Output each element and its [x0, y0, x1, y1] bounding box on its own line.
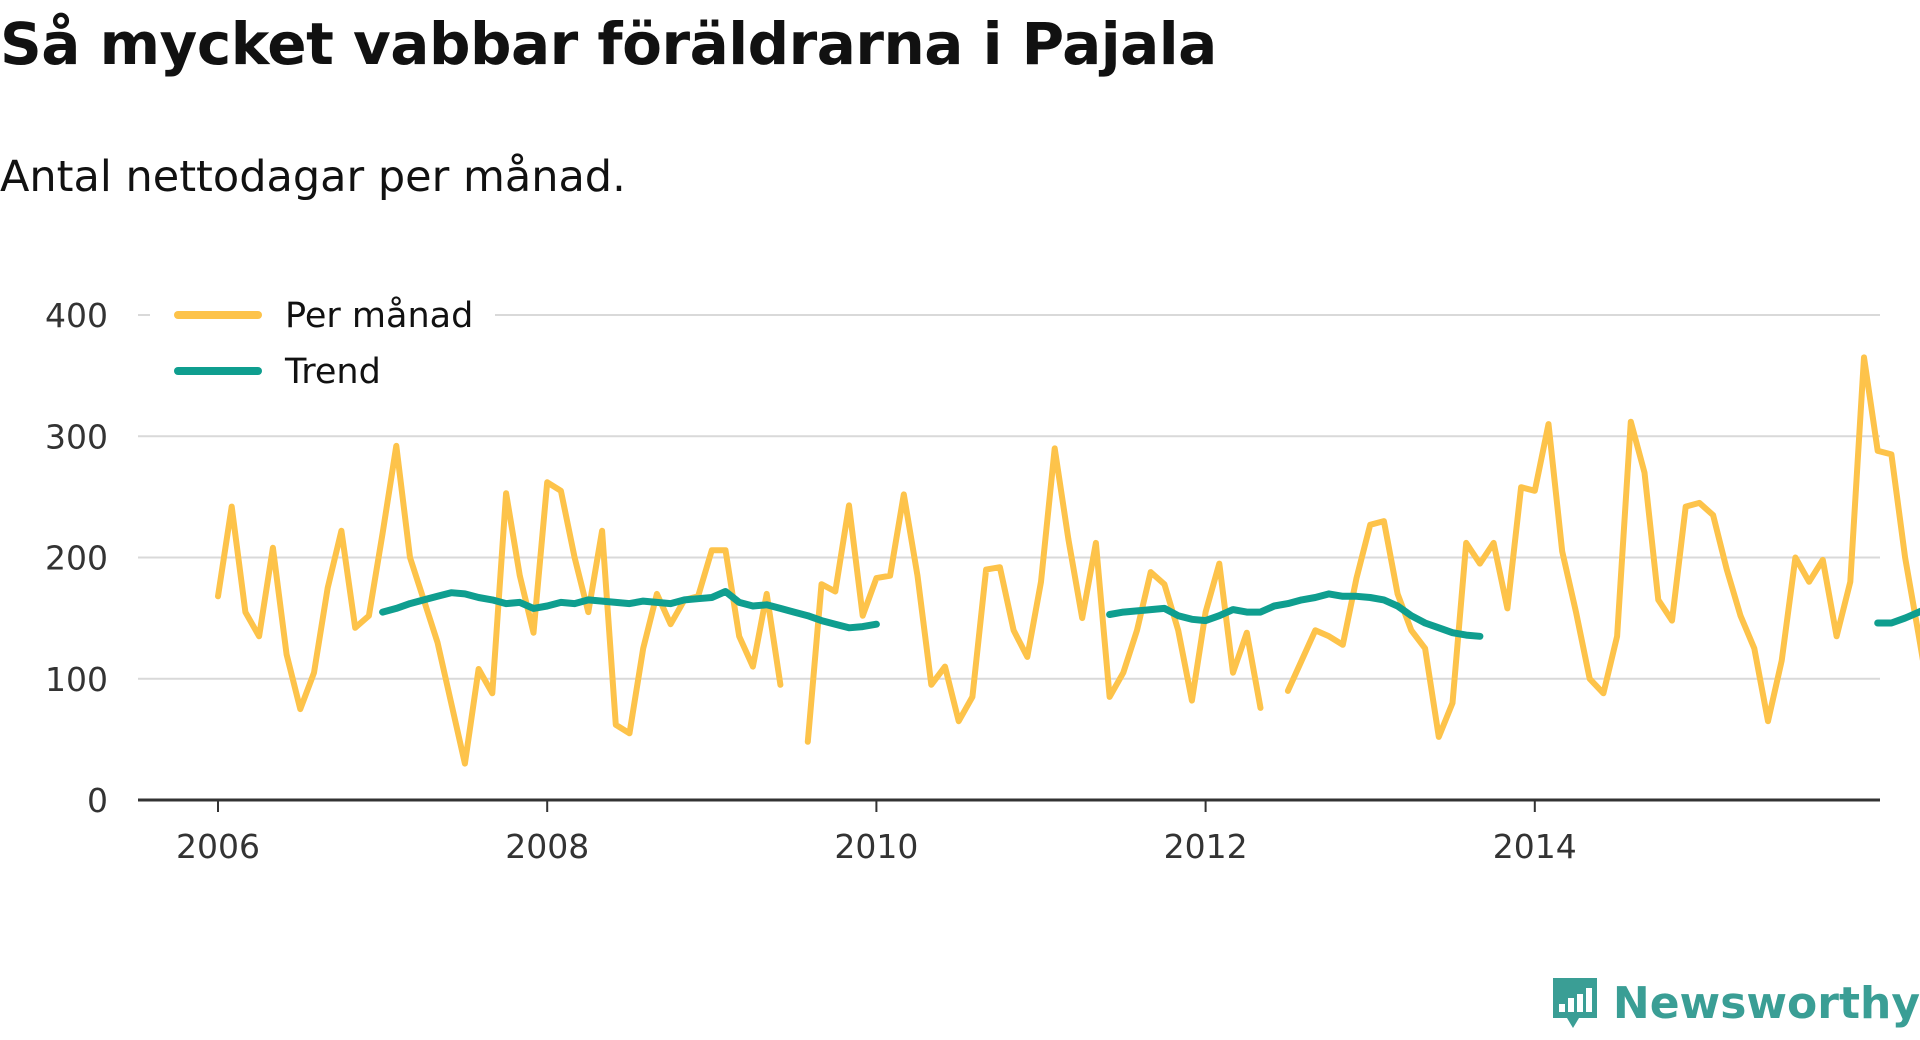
series-lines	[215, 354, 1920, 767]
y-axis-tick-labels: 0 100 200 300 400	[45, 296, 108, 820]
x-tick-label: 2008	[505, 827, 589, 866]
newsworthy-logo[interactable]: Newsworthy	[1549, 974, 1920, 1032]
newsworthy-icon	[1552, 978, 1597, 1028]
x-axis: 2006200820102012201420172019202120232025	[138, 798, 1880, 866]
series-line-trend	[379, 588, 1920, 640]
y-tick-label: 100	[45, 660, 108, 699]
y-tick-label: 200	[45, 539, 108, 578]
x-tick-label: 2012	[1164, 827, 1248, 866]
legend[interactable]: Per månad Trend	[150, 280, 495, 410]
legend-background	[150, 280, 495, 410]
x-tick-label: 2006	[176, 827, 260, 866]
legend-label: Trend	[284, 352, 381, 392]
legend-label: Per månad	[285, 295, 473, 336]
x-tick-label: 2014	[1493, 827, 1577, 866]
y-tick-label: 0	[87, 781, 108, 820]
brand-name: Newsworthy	[1612, 977, 1920, 1029]
y-tick-label: 300	[45, 417, 108, 456]
chart-subtitle: Antal nettodagar per månad.	[0, 152, 626, 202]
y-tick-label: 400	[45, 296, 108, 335]
x-tick-label: 2010	[834, 827, 918, 866]
chart-title: Så mycket vabbar föräldrarna i Pajala	[0, 10, 1217, 78]
